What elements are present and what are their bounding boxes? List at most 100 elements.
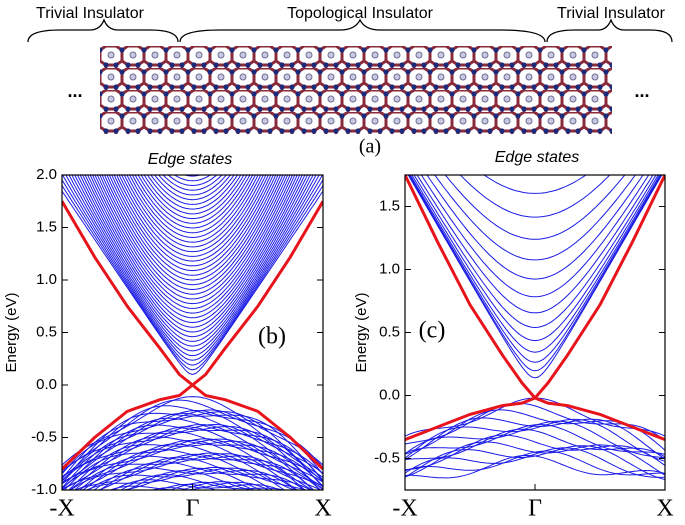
bulk-band bbox=[79, 175, 306, 333]
bulk-band bbox=[409, 175, 661, 353]
bulk-band bbox=[405, 450, 665, 476]
edge-state bbox=[405, 175, 665, 441]
y-tick-label: 1.5 bbox=[36, 218, 57, 235]
y-tick-label: 0.5 bbox=[379, 323, 400, 340]
y-tick-label: 2.0 bbox=[36, 166, 57, 183]
bulk-band bbox=[73, 443, 322, 490]
y-tick-label: -0.5 bbox=[31, 428, 57, 445]
bulk-band bbox=[405, 455, 665, 479]
bulk-band bbox=[459, 175, 611, 218]
bulk-band bbox=[68, 175, 317, 352]
bulk-band bbox=[116, 175, 269, 262]
bulk-band bbox=[94, 175, 291, 305]
x-tick-label: Γ bbox=[528, 496, 542, 522]
bulk-band bbox=[62, 185, 323, 371]
lattice bbox=[100, 46, 612, 134]
bulk-band bbox=[137, 175, 248, 224]
bulk-band bbox=[82, 175, 303, 328]
bulk-band bbox=[62, 426, 323, 490]
edge-state bbox=[405, 175, 665, 441]
x-tick-label: X bbox=[656, 496, 673, 522]
x-tick-label: Γ bbox=[186, 496, 200, 522]
y-tick-label: -0.5 bbox=[374, 449, 400, 466]
bulk-band bbox=[111, 175, 274, 272]
bulk-band bbox=[103, 175, 282, 286]
bulk-band bbox=[71, 175, 314, 347]
bulk-band bbox=[99, 175, 286, 295]
bulk-band bbox=[158, 175, 227, 196]
y-tick-label: 1.0 bbox=[36, 271, 57, 288]
region-label: Topological Insulator bbox=[287, 5, 434, 22]
y-tick-label: 0.5 bbox=[36, 323, 57, 340]
bulk-band bbox=[408, 175, 663, 372]
x-tick-label: X bbox=[314, 496, 331, 522]
ellipsis: ... bbox=[634, 81, 649, 101]
bulk-band bbox=[89, 175, 296, 314]
bulk-band bbox=[84, 175, 301, 324]
bulk-band bbox=[93, 467, 297, 490]
panel-label: (c) bbox=[419, 318, 446, 344]
y-tick-label: 0.0 bbox=[379, 386, 400, 403]
panel-title: Edge states bbox=[148, 151, 233, 168]
bulk-band bbox=[62, 409, 323, 478]
bulk-band bbox=[113, 175, 272, 267]
bulk-band bbox=[62, 179, 323, 366]
bulk-band bbox=[106, 175, 279, 281]
brace bbox=[179, 18, 546, 43]
panel-title: Edge states bbox=[495, 149, 580, 166]
brace bbox=[546, 18, 673, 43]
bulk-band bbox=[73, 453, 308, 490]
y-axis-label: Energy (eV) bbox=[3, 292, 20, 372]
bulk-band bbox=[405, 434, 665, 471]
region-label: Trivial Insulator bbox=[557, 5, 666, 22]
x-tick-label: -X bbox=[49, 496, 74, 522]
bulk-band bbox=[407, 175, 663, 379]
bulk-band bbox=[65, 175, 320, 357]
bulk-band bbox=[129, 175, 257, 239]
bulk-band bbox=[420, 175, 650, 298]
bulk-band bbox=[69, 436, 321, 490]
bulk-band bbox=[183, 175, 202, 177]
bulk-band bbox=[405, 424, 665, 455]
bulk-band bbox=[444, 175, 626, 240]
bulk-band bbox=[62, 424, 323, 490]
bulk-band bbox=[87, 175, 298, 319]
panel-label: (b) bbox=[258, 324, 286, 350]
bulk-band bbox=[62, 440, 323, 490]
bulk-band bbox=[405, 447, 665, 478]
bulk-band bbox=[140, 175, 245, 220]
bulk-band bbox=[121, 175, 264, 253]
ellipsis: ... bbox=[67, 81, 82, 101]
y-tick-label: 1.0 bbox=[379, 260, 400, 277]
bulk-band bbox=[68, 440, 315, 490]
bulk-band bbox=[173, 175, 212, 182]
bulk-band bbox=[408, 175, 662, 363]
y-tick-label: 1.5 bbox=[379, 197, 400, 214]
bulk-band bbox=[62, 190, 323, 376]
bulk-band bbox=[62, 409, 323, 474]
bulk-band bbox=[131, 175, 254, 234]
bulk-band bbox=[76, 175, 309, 338]
bulk-band bbox=[120, 474, 286, 490]
bulk-band bbox=[108, 175, 277, 276]
x-tick-label: -X bbox=[392, 496, 417, 522]
bulk-band bbox=[405, 420, 665, 459]
bulk-band bbox=[416, 175, 654, 314]
bulk-band bbox=[434, 175, 636, 261]
bulk-band bbox=[146, 175, 239, 210]
bulk-band bbox=[62, 426, 323, 484]
bulk-band bbox=[483, 175, 587, 194]
bulk-band bbox=[63, 438, 314, 490]
bulk-band bbox=[123, 175, 262, 248]
bulk-band bbox=[62, 396, 323, 466]
y-tick-label: 0.0 bbox=[36, 376, 57, 393]
bulk-band bbox=[101, 175, 284, 291]
bulk-band bbox=[150, 175, 235, 205]
brace bbox=[27, 18, 179, 43]
plot-area bbox=[405, 175, 665, 481]
bulk-band bbox=[126, 470, 254, 490]
bulk-band bbox=[70, 452, 295, 490]
bulk-band bbox=[62, 423, 323, 488]
bulk-band bbox=[62, 175, 323, 361]
bulk-band bbox=[134, 175, 251, 229]
